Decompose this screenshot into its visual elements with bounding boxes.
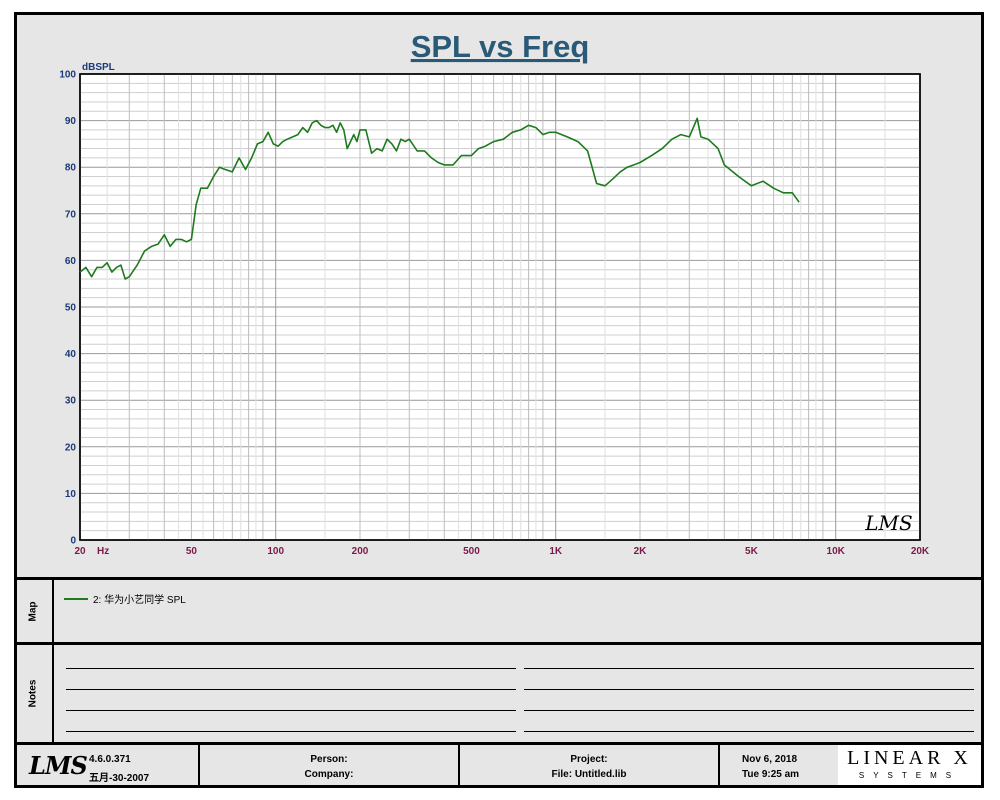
series-line xyxy=(79,117,800,280)
lms-logo: LMS xyxy=(29,751,88,780)
x-tick-label: 20K xyxy=(911,546,930,557)
note-line xyxy=(524,731,974,732)
x-tick-label: 20 xyxy=(74,546,86,557)
x-tick-label: 50 xyxy=(186,546,198,557)
note-line xyxy=(66,710,516,711)
chart-title: SPL vs Freq xyxy=(411,29,590,64)
plot-border xyxy=(79,73,921,541)
version-date: 五月-30-2007 xyxy=(89,773,150,784)
file-label: File: Untitled.lib xyxy=(551,769,627,780)
y-tick-label: 40 xyxy=(65,349,77,360)
chart: SPL vs Freq dBSPL Hz 0 10 20 30 40 50 60 70 80 90… xyxy=(59,29,930,558)
y-axis-label: dBSPL xyxy=(82,62,115,73)
y-tick-label: 70 xyxy=(65,209,77,220)
note-line xyxy=(66,689,516,690)
y-tick-label: 90 xyxy=(65,116,77,127)
x-tick-label: 100 xyxy=(267,546,284,557)
map-label: Map xyxy=(27,601,39,621)
legend-swatch xyxy=(64,597,88,600)
y-tick-label: 30 xyxy=(65,396,77,407)
x-tick-label: 200 xyxy=(352,546,369,557)
notes-panel-label: Notes xyxy=(14,645,54,742)
y-tick-label: 100 xyxy=(59,70,76,81)
legend-entry: 2: 华为小艺同学 SPL xyxy=(93,595,186,606)
footer: LMS 4.6.0.371 五月-30-2007 Person: Company… xyxy=(17,745,981,785)
y-tick-label: 10 xyxy=(65,489,77,500)
divider xyxy=(14,577,984,580)
project-label: Project: xyxy=(570,754,608,765)
x-axis-unit: Hz xyxy=(97,546,109,557)
divider xyxy=(14,742,984,745)
footer-date-cell: Nov 6, 2018 Tue 9:25 am xyxy=(720,745,835,785)
note-line xyxy=(66,731,516,732)
note-line xyxy=(524,710,974,711)
y-tick-label: 0 xyxy=(70,536,76,547)
footer-logo-cell: LMS 4.6.0.371 五月-30-2007 xyxy=(17,745,200,785)
map-panel-label: Map xyxy=(14,580,54,642)
legend: 2: 华为小艺同学 SPL xyxy=(64,591,186,606)
lms-annotation: LMS xyxy=(864,511,912,535)
x-tick-label: 5K xyxy=(745,546,759,557)
version: 4.6.0.371 xyxy=(89,754,131,765)
notes-label: Notes xyxy=(27,679,39,708)
x-tick-label: 1K xyxy=(549,546,563,557)
note-line xyxy=(66,668,516,669)
note-line xyxy=(524,668,974,669)
brand-subtitle: SYSTEMS xyxy=(858,771,961,780)
x-tick-label: 10K xyxy=(827,546,846,557)
note-line xyxy=(524,689,974,690)
lms-watermark: LMS xyxy=(864,511,912,535)
plot-area: 0 10 20 30 40 50 60 70 80 90 100 20 50 100 200 500 1K 2K 5… xyxy=(59,70,930,558)
company-label: Company: xyxy=(304,769,354,780)
date: Nov 6, 2018 xyxy=(742,754,798,765)
brand-name: LINEAR X xyxy=(847,747,972,769)
linear-x-logo: LINEAR X SYSTEMS xyxy=(838,745,981,785)
x-tick-label: 2K xyxy=(634,546,648,557)
footer-project-cell: Project: File: Untitled.lib xyxy=(460,745,720,785)
footer-person-cell: Person: Company: xyxy=(200,745,460,785)
person-label: Person: xyxy=(310,754,348,765)
time: Tue 9:25 am xyxy=(742,769,800,780)
x-tick-label: 500 xyxy=(463,546,480,557)
y-tick-label: 60 xyxy=(65,256,77,267)
y-tick-label: 50 xyxy=(65,303,77,314)
y-tick-label: 20 xyxy=(65,442,77,453)
divider xyxy=(14,642,984,645)
y-tick-label: 80 xyxy=(65,163,77,174)
